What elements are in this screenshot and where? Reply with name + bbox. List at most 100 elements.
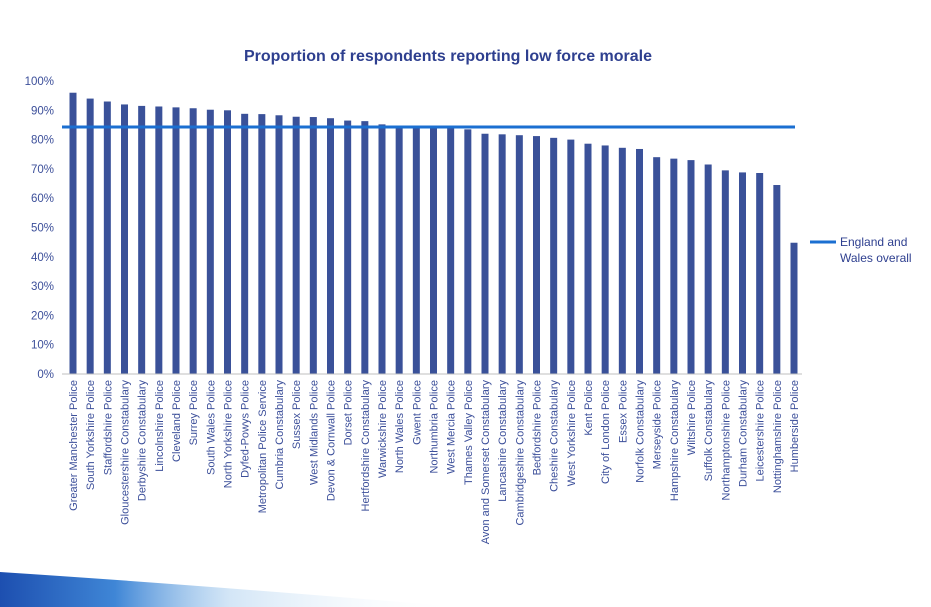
y-tick-label: 60% <box>31 193 54 205</box>
x-tick-label: Greater Manchester Police <box>68 380 80 511</box>
bar <box>481 133 489 374</box>
x-tick-label: Kent Police <box>583 380 595 436</box>
y-tick-label: 70% <box>31 164 54 176</box>
x-tick-label: Cambridgeshire Constabulary <box>514 380 526 526</box>
bar <box>584 143 592 374</box>
y-axis: 0% 10% 20% 30% 40% 50% 60% 70% 80% 90% 100% <box>25 76 54 381</box>
x-tick-label: Lincolnshire Police <box>154 380 166 472</box>
y-tick-label: 20% <box>31 310 54 322</box>
x-tick-label: Gloucestershire Constabulary <box>120 380 132 525</box>
bar <box>189 108 197 375</box>
x-tick-label: Norfolk Constabulary <box>635 380 647 483</box>
x-tick-label: Warwickshire Police <box>377 380 389 478</box>
bar <box>258 114 266 374</box>
x-tick-label: South Yorkshire Police <box>85 380 97 490</box>
x-tick-label: West Mercia Police <box>446 380 458 474</box>
bar <box>224 110 231 375</box>
y-tick-label: 10% <box>31 340 54 352</box>
bar <box>412 127 420 374</box>
bars <box>69 92 798 375</box>
x-tick-label: West Yorkshire Police <box>566 380 578 486</box>
x-tick-label: Metropolitan Police Service <box>257 380 269 513</box>
x-tick-label: West Midlands Police <box>308 380 320 485</box>
x-tick-label: North Yorkshire Police <box>223 380 235 488</box>
bar <box>567 139 575 374</box>
x-tick-label: Durham Constabulary <box>738 380 750 487</box>
bar <box>670 158 678 374</box>
x-tick-label: South Wales Police <box>205 380 217 475</box>
bar <box>618 147 626 374</box>
x-tick-label: Thames Valley Police <box>463 380 475 485</box>
y-tick-label: 80% <box>31 135 54 147</box>
bar <box>206 109 214 375</box>
bar <box>275 115 283 374</box>
bar <box>773 185 781 374</box>
bar <box>378 124 386 374</box>
bar <box>704 164 712 374</box>
y-tick-label: 50% <box>31 223 54 235</box>
y-tick-label: 100% <box>25 76 54 88</box>
x-tick-label: Northamptonshire Police <box>720 380 732 500</box>
bar <box>653 157 661 374</box>
bar <box>121 104 128 374</box>
legend: England and Wales overall <box>810 235 912 265</box>
x-tick-label: Bedfordshire Police <box>532 380 544 475</box>
bar <box>361 121 369 375</box>
bar <box>155 106 163 374</box>
bar <box>447 127 455 374</box>
x-tick-label: Wiltshire Police <box>686 380 698 455</box>
bar <box>601 145 609 374</box>
bar <box>687 160 695 374</box>
bar <box>550 137 558 374</box>
bar <box>430 127 437 374</box>
bar <box>498 134 506 374</box>
x-tick-label: Devon & Cornwall Police <box>326 380 338 501</box>
bar <box>103 101 111 374</box>
bar <box>395 127 403 374</box>
y-tick-label: 0% <box>37 369 54 381</box>
bar <box>515 135 523 374</box>
x-tick-label: Hampshire Constabulary <box>669 380 681 502</box>
x-tick-label: Nottinghamshire Police <box>772 380 784 493</box>
decorative-swoosh <box>0 572 460 607</box>
y-tick-label: 30% <box>31 281 54 293</box>
bar <box>241 113 249 374</box>
bar <box>739 172 746 374</box>
x-tick-label: Suffolk Constabulary <box>703 380 715 482</box>
x-tick-label: Staffordshire Police <box>102 380 114 475</box>
bar <box>344 120 352 375</box>
x-tick-label: Northumbria Police <box>429 380 441 474</box>
x-tick-label: Cumbria Constabulary <box>274 380 286 490</box>
y-tick-label: 90% <box>31 105 54 117</box>
x-axis-labels: Greater Manchester Police South Yorkshire… <box>68 380 801 545</box>
x-tick-label: Cheshire Constabulary <box>549 380 561 492</box>
bar <box>790 242 798 374</box>
x-tick-label: Derbyshire Constabulary <box>137 380 149 502</box>
x-tick-label: Merseyside Police <box>652 380 664 469</box>
legend-label-line-1: England and <box>840 235 907 249</box>
bar <box>636 148 643 374</box>
bar <box>533 136 540 374</box>
bar <box>756 173 764 374</box>
x-tick-label: Dorset Police <box>343 380 355 445</box>
bar <box>292 116 300 374</box>
x-tick-label: Leicestershire Police <box>755 380 767 482</box>
x-tick-label: Lancashire Constabulary <box>497 380 509 502</box>
x-tick-label: North Wales Police <box>394 380 406 473</box>
x-tick-label: Avon and Somerset Constabulary <box>480 380 492 545</box>
bar <box>464 129 472 374</box>
x-tick-label: Gwent Police <box>411 380 423 445</box>
bar <box>327 118 334 374</box>
x-tick-label: City of London Police <box>600 380 612 484</box>
bar <box>138 105 146 374</box>
bar <box>69 92 77 374</box>
x-tick-label: Sussex Police <box>291 380 303 449</box>
x-tick-label: Hertfordshire Constabulary <box>360 380 372 512</box>
x-tick-label: Humberside Police <box>789 380 801 472</box>
chart-title: Proportion of respondents reporting low … <box>244 48 652 65</box>
x-tick-label: Cleveland Police <box>171 380 183 462</box>
x-tick-label: Surrey Police <box>188 380 200 445</box>
legend-label-line-2: Wales overall <box>840 251 912 265</box>
bar <box>721 170 729 374</box>
